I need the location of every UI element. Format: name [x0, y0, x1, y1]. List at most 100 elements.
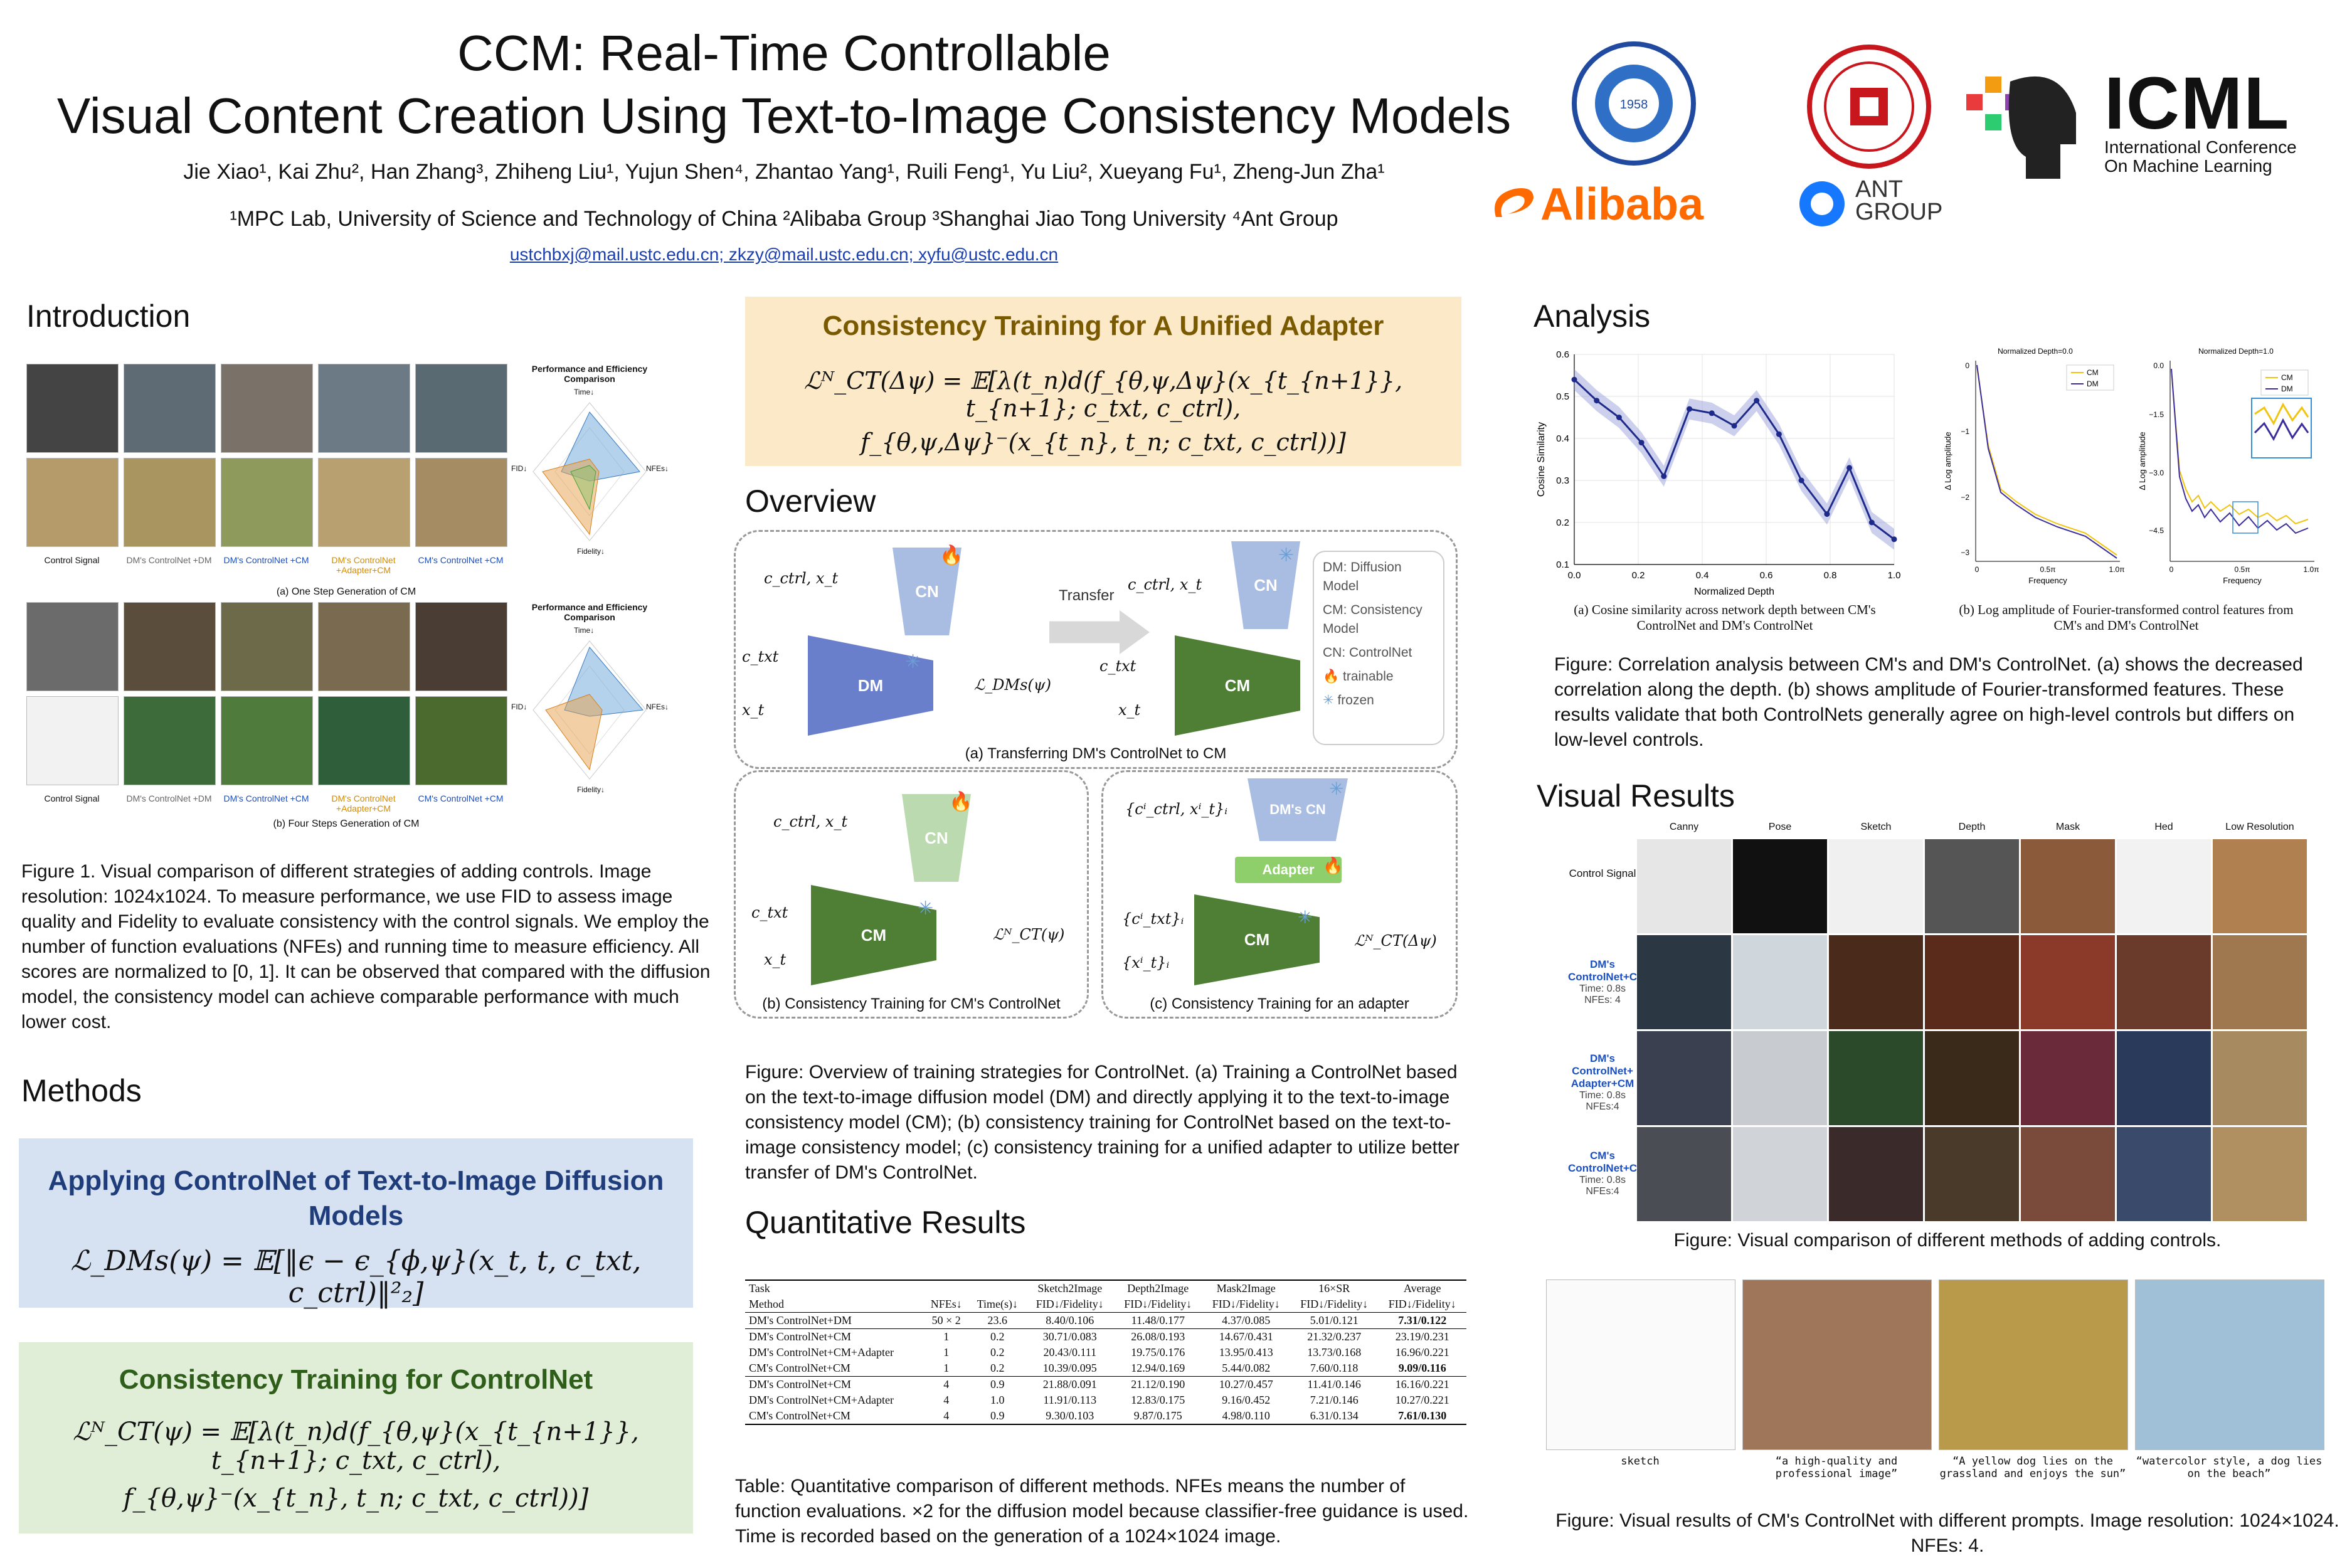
visual-results-heading: Visual Results [1537, 778, 1735, 813]
table-cell: 7.60/0.118 [1310, 1362, 1359, 1374]
result-image [2117, 1031, 2211, 1125]
overview-caption: Figure: Overview of training strategies … [745, 1062, 1459, 1183]
block-label: CN [915, 581, 939, 601]
result-image [124, 458, 216, 547]
row-label-group: DM's ControlNet+ Adapter+CM Time: 0.8s N… [1568, 1052, 1637, 1113]
row-label-group: DM's ControlNet+CM Time: 0.8s NFEs: 4 [1568, 958, 1646, 1006]
legend-cn: CN: ControlNet [1323, 645, 1412, 660]
result-image [1637, 1031, 1731, 1125]
result-image [318, 696, 410, 785]
fft-title-2: Normalized Depth=1.0 [2198, 347, 2274, 356]
table-cell: 26.08/0.193 [1131, 1330, 1185, 1343]
column-label: DM's ControlNet +CM [223, 555, 309, 565]
confidence-band [1574, 369, 1894, 550]
dm-block: DM [808, 635, 933, 736]
column-header: Depth [1958, 822, 1986, 832]
author-list: Jie Xiao¹, Kai Zhu², Han Zhang³, Zhiheng… [183, 160, 1385, 184]
x-tick-label: 1.0 [1888, 570, 1901, 581]
column-header: Hed [2154, 822, 2173, 832]
radar-title: Performance and Efficiency Comparison [531, 602, 648, 622]
fire-icon: 🔥 [1323, 856, 1343, 875]
table-caption: Table: Quantitative comparison of differ… [735, 1476, 1469, 1547]
email-links[interactable]: ustchbxj@mail.ustc.edu.cn; zkzy@mail.ust… [509, 245, 1059, 264]
table-cell: 0.2 [990, 1330, 1005, 1343]
result-image [2117, 935, 2211, 1029]
figure-1-caption: Figure 1. Visual comparison of different… [21, 861, 711, 1032]
label-cctrl-xt: c_ctrl, x_t [773, 813, 848, 830]
methods-heading: Methods [21, 1073, 142, 1108]
table-cell: CM's ControlNet+CM [749, 1362, 850, 1374]
label-xt: x_t [742, 701, 765, 719]
fire-icon: 🔥 [949, 792, 973, 812]
icml-text: ICML International Conference On Machine… [2104, 66, 2297, 176]
adapter-block: Adapter [1235, 857, 1342, 883]
result-image [124, 364, 216, 453]
table-row: DM's ControlNet+CM 4 0.9 21.88/0.091 21.12/0… [745, 1376, 1466, 1393]
table-header [923, 1280, 969, 1296]
table-cell: DM's ControlNet+CM [749, 1378, 851, 1391]
table-cell: 19.75/0.176 [1131, 1346, 1185, 1359]
column-header: Pose [1768, 822, 1792, 832]
fft-ytick: 0 [1965, 361, 1969, 370]
result-image [221, 602, 313, 691]
prompt-label: “watercolor style, a dog lies on the bea… [2136, 1455, 2323, 1480]
snowflake-icon: ✳ [905, 652, 921, 672]
table-cell: 10.39/0.095 [1042, 1362, 1097, 1374]
fft-legend: CM [2281, 373, 2293, 382]
row-time: Time: 0.8s [1579, 1175, 1626, 1185]
control-signal-image [2021, 839, 2115, 933]
table-header: 16×SR [1318, 1282, 1350, 1295]
y-tick-label: 0.5 [1556, 391, 1569, 402]
data-point [1571, 376, 1577, 383]
label-cctrl-xt: c_ctrl, x_t [764, 569, 839, 587]
fft-charts: Normalized Depth=0.0 CM DM 0 −1 −2 −3 0 … [1932, 345, 2321, 596]
radar-axis-label: Fidelity↓ [577, 547, 605, 556]
radar-axis-label: FID↓ [511, 464, 527, 473]
dm-loss-formula: ℒ_DMs(ψ) = 𝔼[‖ϵ − ϵ_{ϕ,ψ}(x_t, t, c_txt,… [70, 1245, 642, 1309]
ant-wordmark-2: GROUP [1855, 199, 1943, 225]
dog-image [2135, 1279, 2324, 1450]
result-image [1829, 935, 1923, 1029]
table-cell: 16.16/0.221 [1395, 1378, 1449, 1391]
table-row: DM's ControlNet+DM 50 × 2 23.6 8.40/0.106 11… [745, 1313, 1466, 1329]
row-label: CM's ControlNet+CM [1568, 1150, 1646, 1174]
cosine-chart-svg: 0.0 0.2 0.4 0.6 0.8 1.0 0.1 0.2 0.3 0.4 0.5 0.6 Norm… [1536, 349, 1901, 597]
data-point [1687, 406, 1693, 412]
table-cell: 7.31/0.122 [1398, 1314, 1447, 1327]
prompt-results: sketch “a high-quality and professional … [1546, 1279, 2343, 1480]
introduction-heading: Introduction [26, 299, 191, 334]
fig-a-caption: (a) One Step Generation of CM [276, 586, 416, 597]
block-label: Adapter [1262, 862, 1315, 877]
fft-ytick: −1.5 [2149, 410, 2164, 419]
table-cell: CM's ControlNet+CM [749, 1409, 850, 1422]
table-header: FID↓/Fidelity↓ [1300, 1298, 1369, 1310]
radar-axis-label: Time↓ [574, 626, 595, 635]
row-label: Control Signal [1569, 867, 1636, 879]
result-image [415, 696, 507, 785]
column-label: DM's ControlNet +DM [126, 793, 212, 803]
snowflake-icon: ✳ [1323, 693, 1334, 707]
table-header: FID↓/Fidelity↓ [1388, 1298, 1456, 1310]
label-xt: x_t [1118, 701, 1141, 719]
table-cell: 21.32/0.237 [1307, 1330, 1362, 1343]
column-header: Mask [2055, 822, 2080, 832]
diagram-b: c_ctrl, x_t CN 🔥 c_txt x_t CM ✳ ℒᴺ_CT(ψ)… [734, 770, 1089, 1019]
fft-xtick: 0.5π [2040, 565, 2056, 574]
table-header: Average [1403, 1282, 1441, 1295]
radar-axis-label: Fidelity↓ [577, 785, 605, 794]
result-image [1829, 1127, 1923, 1221]
icml-subtitle-1: International Conference [2104, 137, 2297, 157]
result-image [1637, 1127, 1731, 1221]
icml-subtitle-2: On Machine Learning [2104, 156, 2272, 176]
fig-b-caption: (b) Four Steps Generation of CM [273, 818, 420, 829]
table-header: Mask2Image [1216, 1282, 1276, 1295]
affiliations: ¹MPC Lab, University of Science and Tech… [230, 207, 1338, 231]
radar-axis-label: Time↓ [574, 388, 595, 396]
data-point [1846, 465, 1853, 471]
column-label: DM's ControlNet +Adapter+CM [331, 793, 396, 813]
fft-xtick: 1.0π [2109, 565, 2125, 574]
sjtu-logo [1806, 44, 1932, 169]
table-cell: 0.9 [990, 1378, 1005, 1391]
x-tick-label: 0.0 [1568, 570, 1581, 581]
x-tick-label: 0.2 [1632, 570, 1645, 581]
